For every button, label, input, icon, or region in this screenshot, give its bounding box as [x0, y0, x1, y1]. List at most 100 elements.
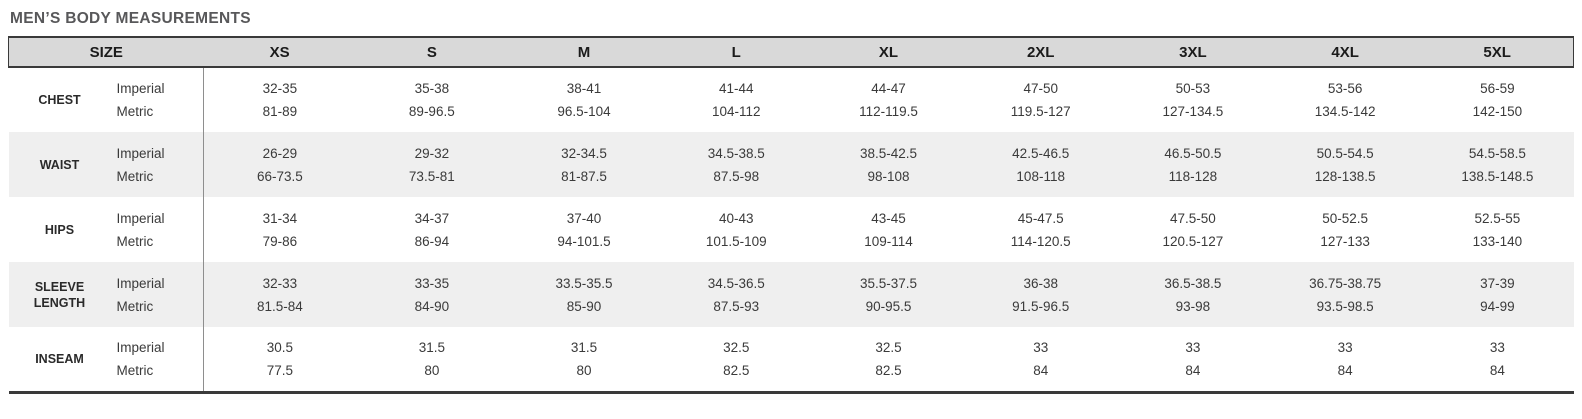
measurement-cell: 35-38 89-96.5 — [356, 67, 508, 132]
imperial-value: 33-35 — [414, 275, 450, 291]
measurement-cell: 38.5-42.5 98-108 — [812, 132, 964, 197]
metric-value: 133-140 — [1472, 233, 1523, 249]
metric-value: 138.5-148.5 — [1461, 168, 1534, 184]
metric-value: 82.5 — [723, 362, 750, 378]
imperial-value: 32-35 — [262, 81, 298, 96]
measurement-cell: 34-37 86-94 — [356, 197, 508, 262]
measurement-cell: 33 84 — [1421, 327, 1573, 392]
metric-value: 112-119.5 — [859, 104, 918, 119]
measurement-cell: 34.5-38.5 87.5-98 — [660, 132, 812, 197]
measurement-cell: 50.5-54.5 128-138.5 — [1269, 132, 1421, 197]
imperial-value: 29-32 — [414, 145, 450, 161]
metric-value: 119.5-127 — [1010, 104, 1071, 119]
imperial-value: 35-38 — [414, 81, 450, 96]
metric-value: 81.5-84 — [256, 298, 303, 314]
metric-value: 85-90 — [566, 298, 602, 314]
unit-label-imperial: Imperial — [116, 145, 165, 161]
metric-value: 84 — [1033, 362, 1049, 378]
column-header-2xl: 2XL — [964, 36, 1117, 68]
metric-value: 94-99 — [1480, 298, 1515, 314]
imperial-value: 37-40 — [566, 210, 602, 226]
unit-label-metric: Metric — [116, 233, 154, 249]
column-header-l: L — [660, 36, 813, 68]
row-label: INSEAM — [35, 351, 84, 366]
column-header-5xl: 5XL — [1421, 36, 1575, 68]
measurement-cell: 41-44 104-112 — [660, 67, 812, 132]
imperial-value: 34.5-38.5 — [707, 145, 765, 161]
unit-label-metric: Metric — [116, 362, 154, 378]
imperial-value: 47.5-50 — [1170, 210, 1216, 226]
imperial-value: 56-59 — [1480, 81, 1515, 96]
metric-value: 84 — [1185, 362, 1201, 378]
imperial-value: 38-41 — [566, 81, 602, 96]
metric-value: 87.5-98 — [713, 168, 760, 184]
unit-cell: Imperial Metric — [110, 327, 204, 392]
size-header-cell: SIZE — [8, 36, 204, 68]
imperial-value: 53-56 — [1327, 81, 1363, 96]
unit-cell: Imperial Metric — [110, 67, 204, 132]
imperial-value: 34-37 — [414, 210, 450, 226]
column-header-xl: XL — [812, 36, 965, 68]
column-header-m: M — [507, 36, 661, 68]
measurement-cell: 32-33 81.5-84 — [204, 262, 356, 327]
page: MEN’S BODY MEASUREMENTS SIZE XS S M L XL 2XL 3… — [8, 10, 1575, 394]
unit-label-metric: Metric — [116, 104, 154, 119]
metric-value: 73.5-81 — [408, 168, 455, 184]
metric-value: 87.5-93 — [713, 298, 760, 314]
metric-value: 81-89 — [262, 104, 298, 119]
metric-value: 134.5-142 — [1314, 104, 1376, 119]
imperial-value: 42.5-46.5 — [1012, 145, 1070, 161]
table-row: HIPS Imperial Metric 31-34 79-86 34-37 86-94 37… — [8, 197, 1574, 262]
measurement-cell: 46.5-50.5 118-128 — [1117, 132, 1269, 197]
imperial-value: 33 — [1489, 339, 1505, 355]
imperial-value: 31.5 — [570, 339, 598, 355]
column-header-4xl: 4XL — [1269, 36, 1422, 68]
imperial-value: 35.5-37.5 — [859, 275, 917, 291]
imperial-value: 26-29 — [262, 145, 298, 161]
imperial-value: 32.5 — [875, 339, 902, 355]
measurement-cell: 31-34 79-86 — [204, 197, 356, 262]
imperial-value: 30.5 — [266, 339, 293, 355]
imperial-value: 31.5 — [418, 339, 445, 355]
measurement-cell: 32.5 82.5 — [660, 327, 812, 392]
unit-cell: Imperial Metric — [110, 197, 204, 262]
measurement-cell: 40-43 101.5-109 — [660, 197, 812, 262]
measurement-cell: 54.5-58.5 138.5-148.5 — [1421, 132, 1573, 197]
measurement-cell: 26-29 66-73.5 — [204, 132, 356, 197]
imperial-value: 33.5-35.5 — [555, 275, 613, 291]
row-label: HIPS — [44, 222, 75, 237]
measurement-cell: 47.5-50 120.5-127 — [1117, 197, 1269, 262]
unit-label-imperial: Imperial — [116, 210, 165, 226]
row-label: CHEST — [38, 93, 81, 107]
measurement-cell: 50-53 127-134.5 — [1117, 67, 1269, 132]
unit-label-metric: Metric — [116, 298, 154, 314]
imperial-value: 45-47.5 — [1017, 210, 1064, 226]
column-header-xs: XS — [203, 36, 356, 68]
metric-value: 86-94 — [414, 233, 450, 249]
metric-value: 114-120.5 — [1010, 233, 1071, 249]
measurement-cell: 43-45 109-114 — [812, 197, 964, 262]
measurement-cell: 36.75-38.75 93.5-98.5 — [1269, 262, 1421, 327]
row-label: SLEEVE LENGTH — [33, 279, 86, 310]
metric-value: 84 — [1489, 362, 1505, 378]
metric-value: 82.5 — [875, 362, 902, 378]
measurement-cell: 33-35 84-90 — [356, 262, 508, 327]
unit-label-imperial: Imperial — [116, 81, 165, 96]
metric-value: 127-133 — [1320, 233, 1370, 249]
metric-value: 84-90 — [414, 298, 450, 314]
table-header-row: SIZE XS S M L XL 2XL 3XL 4XL 5XL — [8, 36, 1575, 68]
row-label: WAIST — [39, 157, 80, 172]
imperial-value: 33 — [1337, 339, 1353, 355]
imperial-value: 32-34.5 — [561, 145, 607, 161]
imperial-value: 46.5-50.5 — [1164, 145, 1222, 161]
metric-value: 120.5-127 — [1162, 233, 1224, 249]
unit-cell: Imperial Metric — [110, 262, 204, 327]
column-header-3xl: 3XL — [1116, 36, 1270, 68]
metric-value: 93.5-98.5 — [1316, 298, 1374, 314]
measurement-cell: 42.5-46.5 108-118 — [965, 132, 1117, 197]
imperial-value: 31-34 — [262, 210, 298, 226]
metric-value: 142-150 — [1472, 104, 1523, 119]
metric-value: 98-108 — [867, 168, 910, 184]
metric-value: 90-95.5 — [865, 298, 912, 314]
measurement-cell: 35.5-37.5 90-95.5 — [812, 262, 964, 327]
